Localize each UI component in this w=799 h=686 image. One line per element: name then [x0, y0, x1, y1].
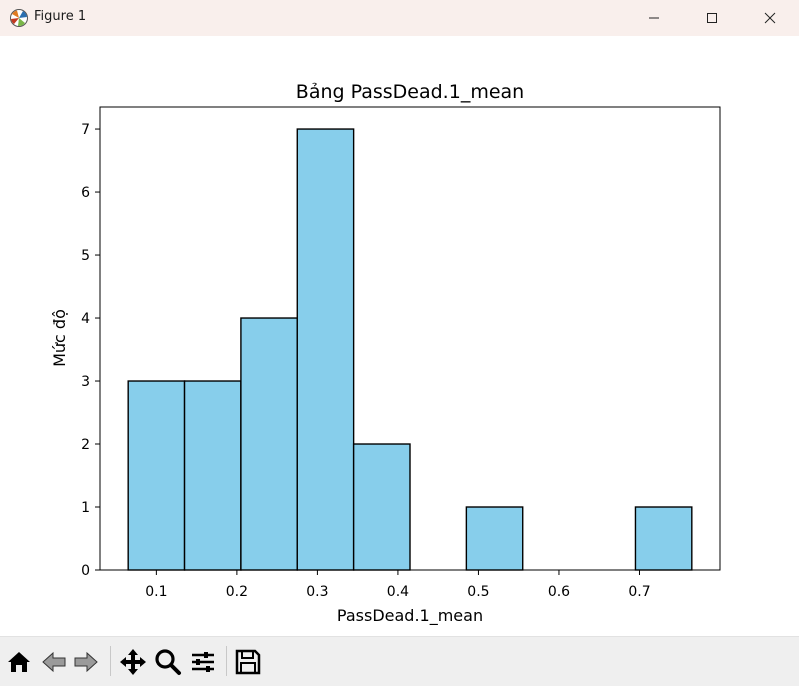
forward-button[interactable]	[71, 647, 101, 677]
bars-group	[127, 128, 693, 571]
histogram-bar	[127, 380, 186, 571]
x-tick-label: 0.2	[226, 584, 248, 600]
y-tick-label: 0	[81, 563, 90, 579]
toolbar-separator	[110, 646, 111, 676]
maximize-icon	[707, 13, 717, 23]
matplotlib-app-icon	[10, 9, 28, 27]
histogram-bar	[634, 506, 693, 571]
save-icon	[235, 649, 261, 675]
toolbar-separator	[226, 646, 227, 676]
x-tick-label: 0.6	[548, 584, 570, 600]
chart-title: Bảng PassDead.1_mean	[296, 81, 524, 103]
histogram-chart: Bảng PassDead.1_mean 0.1 0.2 0.3 0.4 0.5 0.6 0…	[50, 81, 721, 626]
plot-frame	[99, 106, 721, 571]
x-axis-label: PassDead.1_mean	[337, 606, 483, 626]
histogram-bar	[465, 506, 524, 571]
close-icon	[764, 12, 776, 24]
window-title: Figure 1	[34, 9, 87, 24]
histogram-bar	[183, 380, 242, 571]
zoom-button[interactable]	[153, 647, 183, 677]
y-tick-label: 5	[81, 248, 90, 264]
y-tick-label: 4	[81, 311, 90, 327]
y-tick-label: 2	[81, 437, 90, 453]
histogram-bar	[296, 128, 355, 571]
pan-icon	[120, 649, 146, 675]
close-button[interactable]	[741, 0, 799, 36]
y-tick-label: 7	[81, 122, 90, 138]
back-icon	[42, 651, 66, 673]
home-icon	[8, 652, 30, 672]
histogram-bar	[240, 317, 298, 571]
save-button[interactable]	[233, 647, 263, 677]
y-tick-label: 1	[81, 500, 90, 516]
configure-subplots-button[interactable]	[188, 647, 218, 677]
back-button[interactable]	[39, 647, 69, 677]
y-axis-ticks: 0 1 2 3 4 5 6 7	[81, 122, 100, 579]
x-tick-label: 0.5	[467, 584, 489, 600]
y-axis-label: Mức độ	[50, 309, 69, 367]
histogram-bar	[352, 443, 411, 571]
y-tick-label: 6	[81, 185, 90, 201]
configure-subplots-icon	[192, 652, 214, 672]
x-tick-label: 0.7	[628, 584, 650, 600]
forward-icon	[74, 651, 98, 673]
x-tick-label: 0.3	[306, 584, 328, 600]
y-tick-label: 3	[81, 374, 90, 390]
window-titlebar: Figure 1	[0, 0, 799, 36]
maximize-button[interactable]	[683, 0, 741, 36]
navigation-toolbar	[0, 636, 799, 686]
zoom-icon	[155, 649, 181, 675]
minimize-button[interactable]	[625, 0, 683, 36]
minimize-icon	[649, 17, 659, 19]
home-button[interactable]	[4, 647, 34, 677]
pan-button[interactable]	[118, 647, 148, 677]
x-axis-ticks: 0.1 0.2 0.3 0.4 0.5 0.6 0.7	[145, 570, 651, 600]
x-tick-label: 0.4	[387, 584, 409, 600]
figure-canvas: Bảng PassDead.1_mean 0.1 0.2 0.3 0.4 0.5 0.6 0…	[0, 36, 799, 636]
x-tick-label: 0.1	[145, 584, 167, 600]
